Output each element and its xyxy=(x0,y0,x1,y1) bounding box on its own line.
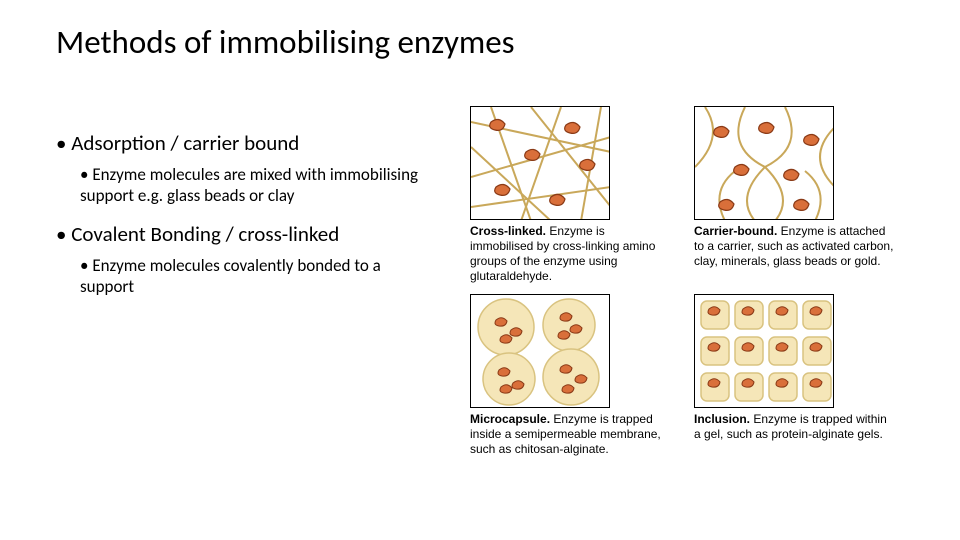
figure-grid: Cross-linked. Enzyme is immobilised by c… xyxy=(470,106,930,467)
caption-lead: Inclusion. xyxy=(694,412,750,426)
figure-row-2: Microcapsule. Enzyme is trapped inside a… xyxy=(470,294,930,457)
slide: Methods of immobilising enzymes Adsorpti… xyxy=(0,0,960,540)
bullet-adsorption-detail: Enzyme molecules are mixed with immobili… xyxy=(80,164,436,207)
figure-crosslinked-caption: Cross-linked. Enzyme is immobilised by c… xyxy=(470,224,670,284)
figure-inclusion-image xyxy=(694,294,834,408)
figure-crosslinked-image xyxy=(470,106,610,220)
figure-row-1: Cross-linked. Enzyme is immobilised by c… xyxy=(470,106,930,284)
bullet-adsorption: Adsorption / carrier bound xyxy=(56,130,436,156)
caption-lead: Carrier-bound. xyxy=(694,224,777,238)
figure-microcapsule-caption: Microcapsule. Enzyme is trapped inside a… xyxy=(470,412,670,457)
figure-inclusion: Inclusion. Enzyme is trapped within a ge… xyxy=(694,294,894,457)
figure-carrierbound-caption: Carrier-bound. Enzyme is attached to a c… xyxy=(694,224,894,269)
figure-inclusion-caption: Inclusion. Enzyme is trapped within a ge… xyxy=(694,412,894,442)
caption-lead: Microcapsule. xyxy=(470,412,550,426)
figure-microcapsule: Microcapsule. Enzyme is trapped inside a… xyxy=(470,294,670,457)
bullet-covalent: Covalent Bonding / cross-linked xyxy=(56,221,436,247)
figure-carrierbound: Carrier-bound. Enzyme is attached to a c… xyxy=(694,106,894,284)
page-title: Methods of immobilising enzymes xyxy=(56,22,515,62)
figure-microcapsule-image xyxy=(470,294,610,408)
figure-carrierbound-image xyxy=(694,106,834,220)
bullet-list: Adsorption / carrier bound Enzyme molecu… xyxy=(56,130,436,311)
bullet-covalent-detail: Enzyme molecules covalently bonded to a … xyxy=(80,255,436,298)
caption-lead: Cross-linked. xyxy=(470,224,546,238)
figure-crosslinked: Cross-linked. Enzyme is immobilised by c… xyxy=(470,106,670,284)
